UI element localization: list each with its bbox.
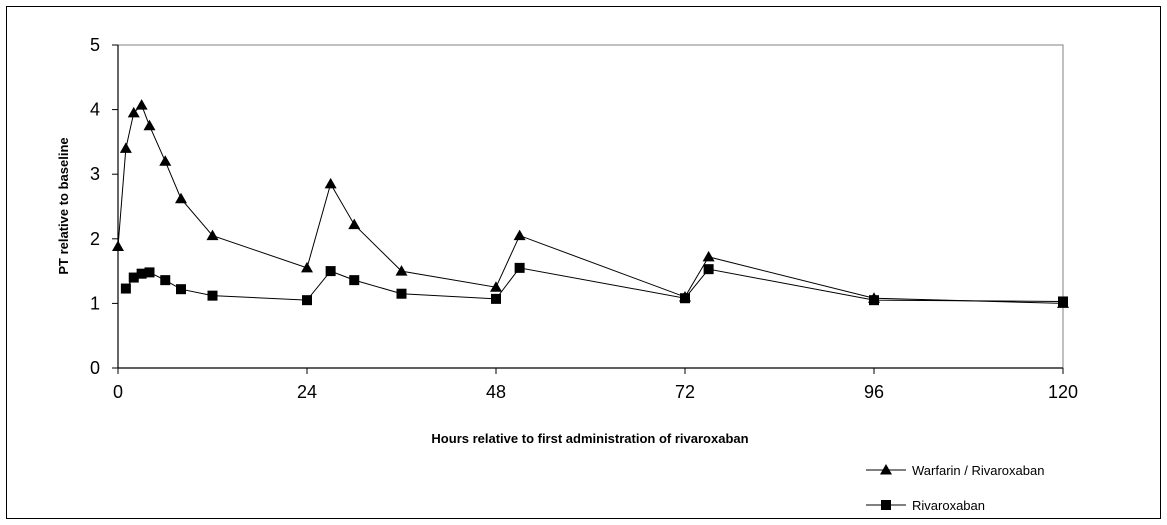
- triangle-marker: [395, 265, 408, 276]
- triangle-marker: [513, 229, 526, 241]
- y-tick-label: 5: [90, 35, 100, 55]
- triangle-marker: [119, 142, 132, 153]
- legend-item: Rivaroxaban: [866, 498, 985, 513]
- square-marker: [881, 500, 891, 510]
- square-marker: [514, 262, 525, 273]
- triangle-marker: [143, 119, 156, 131]
- series-square: [120, 262, 1068, 307]
- square-marker: [869, 295, 879, 306]
- x-axis-title: Hours relative to first administration o…: [431, 431, 748, 446]
- triangle-marker: [301, 261, 313, 273]
- triangle-marker: [702, 250, 715, 262]
- triangle-marker: [175, 192, 187, 204]
- y-tick-label: 2: [90, 229, 100, 249]
- legend-label: Rivaroxaban: [912, 498, 985, 513]
- triangle-marker: [135, 99, 148, 110]
- triangle-marker: [127, 106, 140, 118]
- x-tick-label: 120: [1048, 382, 1078, 402]
- y-tick-label: 4: [90, 100, 100, 120]
- square-marker: [302, 295, 312, 306]
- square-marker: [1058, 296, 1068, 307]
- x-tick-label: 24: [297, 382, 317, 402]
- y-tick-label: 3: [90, 164, 100, 184]
- square-marker: [160, 275, 171, 286]
- series-layer: [112, 99, 1069, 308]
- square-marker: [325, 266, 336, 277]
- figure-frame: [6, 6, 1161, 519]
- triangle-marker: [159, 155, 172, 166]
- triangle-marker: [324, 177, 337, 189]
- square-marker: [136, 268, 147, 279]
- plot-area: [117, 44, 1064, 369]
- triangle-marker: [206, 229, 219, 241]
- square-marker: [176, 284, 186, 295]
- triangle-marker: [880, 464, 892, 475]
- square-marker: [144, 267, 155, 278]
- triangle-marker: [490, 281, 502, 292]
- square-marker: [396, 288, 407, 299]
- axis-ticks: 0 24 48 72 96 120 0 1 2 3 4 5: [90, 35, 1078, 402]
- x-tick-label: 72: [675, 382, 695, 402]
- x-tick-label: 0: [113, 382, 123, 402]
- square-marker: [207, 290, 218, 301]
- legend-item: Warfarin / Rivaroxaban: [866, 463, 1044, 478]
- square-marker: [680, 293, 690, 304]
- square-marker: [703, 264, 714, 275]
- x-tick-label: 96: [864, 382, 884, 402]
- y-tick-label: 0: [90, 358, 100, 378]
- legend: Warfarin / Rivaroxaban Rivaroxaban: [866, 463, 1044, 513]
- square-marker: [120, 283, 131, 294]
- y-axis-title: PT relative to baseline: [56, 137, 71, 274]
- x-tick-label: 48: [486, 382, 506, 402]
- triangle-marker: [348, 218, 361, 230]
- square-marker: [349, 275, 360, 286]
- triangle-marker: [112, 240, 124, 252]
- legend-label: Warfarin / Rivaroxaban: [912, 463, 1044, 478]
- square-marker: [128, 272, 139, 283]
- square-marker: [491, 293, 501, 304]
- y-tick-label: 1: [90, 293, 100, 313]
